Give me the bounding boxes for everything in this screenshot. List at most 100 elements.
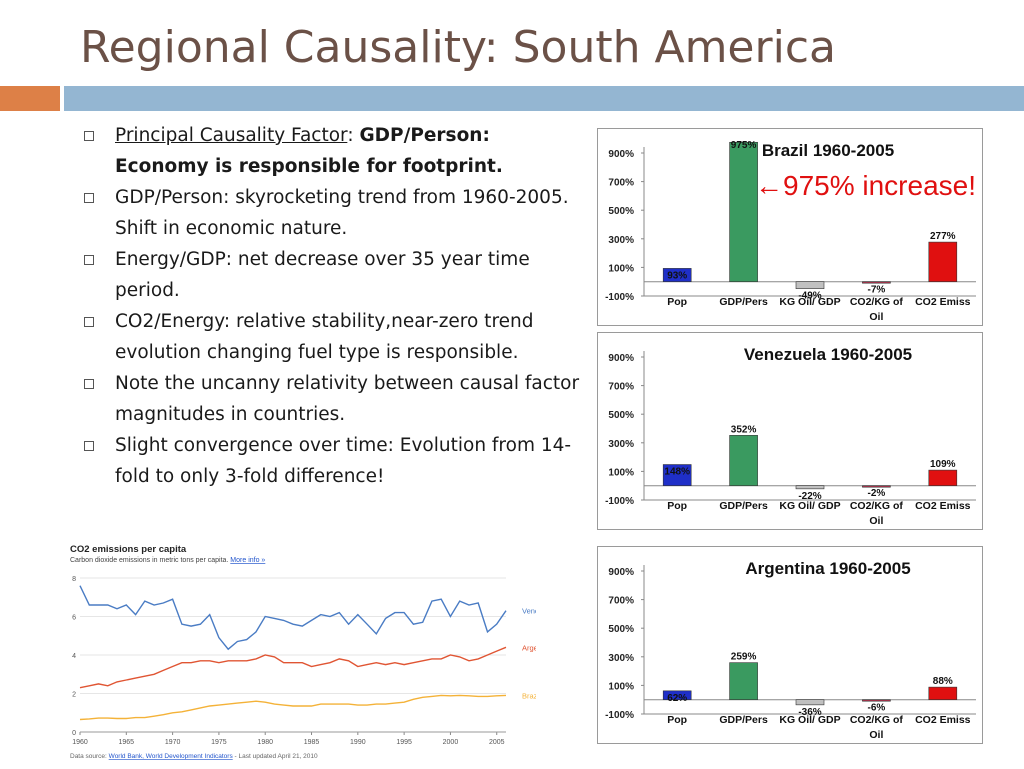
square-bullet-icon	[84, 131, 94, 141]
y-tick-label: 900%	[608, 567, 634, 578]
series-label-brazil: Brazil	[522, 691, 536, 700]
slide-title: Regional Causality: South America	[80, 22, 836, 73]
line-chart-title: CO2 emissions per capita	[70, 544, 187, 555]
y-tick-label: 100%	[608, 681, 634, 692]
y-tick-label: 500%	[608, 410, 634, 421]
y-tick-label: 2	[72, 692, 76, 699]
bar-chart-svg: 900% 700% 500% 300% 100% -100% Venezuela 1960-…	[605, 345, 976, 527]
square-bullet-icon	[84, 379, 94, 389]
x-tick-label: 1960	[72, 739, 88, 746]
data-label-pop: 62%	[667, 693, 687, 704]
series-line-venezuela	[79, 585, 507, 651]
increase-annotation: ←975% increase!	[755, 170, 976, 202]
bullet-text: Energy/GDP: net decrease over 35 year ti…	[115, 249, 530, 301]
bar-kg-oil-gdp	[795, 485, 825, 490]
data-label-co2-kg-of-oil: -2%	[868, 488, 886, 499]
bullet-item: Slight convergence over time: Evolution …	[80, 430, 580, 492]
source-suffix: - Last updated April 21, 2010	[233, 753, 318, 760]
category-label: KG Oil/ GDP	[779, 296, 840, 308]
bullet-item: Note the uncanny relativity between caus…	[80, 368, 580, 430]
data-label-co2-emiss: 277%	[930, 231, 956, 242]
x-tick-label: 2005	[489, 739, 505, 746]
chart-title: Brazil 1960-2005	[762, 141, 894, 160]
y-tick-label: 100%	[608, 263, 634, 274]
bar-gdp-pers	[729, 662, 758, 701]
bar-pop	[662, 464, 692, 486]
y-tick-label: 300%	[608, 235, 634, 246]
y-tick-label: 300%	[608, 653, 634, 664]
bar-chart-svg: 900% 700% 500% 300% 100% -100% Argentina 1960-…	[605, 559, 976, 741]
y-tick-label: 500%	[608, 206, 634, 217]
category-label: Oil	[869, 729, 883, 741]
left-arrow-icon: ←	[755, 170, 783, 201]
data-label-gdp-pers: 259%	[731, 652, 757, 663]
x-tick-label: 1990	[350, 739, 366, 746]
data-source: Data source: World Bank, World Developme…	[70, 753, 318, 760]
data-label-pop: 148%	[664, 467, 690, 478]
bullet-text: GDP/Person: skyrocketing trend from 1960…	[115, 187, 569, 239]
category-label: GDP/Pers	[719, 714, 768, 726]
category-label: KG Oil/ GDP	[779, 500, 840, 512]
category-label: GDP/Pers	[719, 296, 768, 308]
more-info-link[interactable]: More info »	[230, 557, 265, 564]
co2-line-chart: CO2 emissions per capita Carbon dioxide e…	[66, 540, 558, 765]
data-label-co2-emiss: 109%	[930, 459, 956, 470]
accent-bar-orange	[0, 86, 60, 111]
category-label: CO2 Emiss	[915, 296, 971, 308]
square-bullet-icon	[84, 193, 94, 203]
data-label-kg-oil-gdp: -49%	[798, 291, 821, 302]
category-label: Oil	[869, 515, 883, 527]
bullet-list: Principal Causality Factor: GDP/Person: …	[80, 120, 580, 492]
bar-pop	[662, 690, 692, 700]
x-tick-label: 1995	[396, 739, 412, 746]
bullet-bold: GDP/Person: Economy is responsible for f…	[115, 125, 503, 177]
bar-kg-oil-gdp	[795, 281, 825, 290]
square-bullet-icon	[84, 255, 94, 265]
x-tick-label: 2000	[443, 739, 459, 746]
bullet-item: GDP/Person: skyrocketing trend from 1960…	[80, 182, 580, 244]
bar-co2-kg-of-oil	[862, 281, 891, 284]
bar-co2-emiss	[928, 686, 958, 700]
category-label: CO2 Emiss	[915, 714, 971, 726]
bar-co2-kg-of-oil	[862, 699, 891, 702]
y-tick-label: 300%	[608, 439, 634, 450]
y-tick-label: -100%	[605, 292, 634, 303]
series-line-brazil	[79, 694, 507, 721]
data-label-kg-oil-gdp: -36%	[798, 707, 821, 718]
y-tick-label: -100%	[605, 496, 634, 507]
data-label-co2-emiss: 88%	[933, 676, 953, 687]
y-tick-label: 700%	[608, 382, 634, 393]
data-label-kg-oil-gdp: -22%	[798, 491, 821, 502]
bullet-underline: Principal Causality Factor	[115, 125, 348, 146]
category-label: Pop	[667, 296, 687, 308]
bar-chart-svg: 900% 700% 500% 300% 100% -100% Brazil 1960-200…	[605, 140, 976, 323]
y-tick-label: -100%	[605, 710, 634, 721]
bullet-text: :	[347, 125, 360, 146]
data-label-pop: 93%	[667, 270, 687, 281]
source-prefix: Data source:	[70, 753, 109, 760]
data-label-gdp-pers: 975%	[731, 140, 757, 151]
category-label: CO2/KG of	[850, 500, 904, 512]
bar-co2-emiss	[928, 241, 958, 282]
series-label-venezuela: Venezuela	[522, 607, 536, 616]
bar-co2-kg-of-oil	[862, 485, 891, 488]
source-link[interactable]: World Bank, World Development Indicators	[109, 753, 234, 760]
bar-gdp-pers	[729, 141, 758, 283]
y-tick-label: 0	[72, 730, 76, 737]
y-tick-label: 4	[72, 653, 76, 660]
y-tick-label: 500%	[608, 624, 634, 635]
square-bullet-icon	[84, 317, 94, 327]
x-tick-label: 1985	[304, 739, 320, 746]
bullet-text: CO2/Energy: relative stability,near-zero…	[115, 311, 534, 363]
subtitle-text: Carbon dioxide emissions in metric tons …	[70, 557, 230, 564]
category-label: GDP/Pers	[719, 500, 768, 512]
category-label: KG Oil/ GDP	[779, 714, 840, 726]
y-tick-label: 700%	[608, 178, 634, 189]
bullet-text: Slight convergence over time: Evolution …	[115, 435, 572, 487]
chart-venezuela: 900% 700% 500% 300% 100% -100% Venezuela 1960-…	[597, 332, 983, 530]
category-label: CO2/KG of	[850, 714, 904, 726]
bullet-item: Energy/GDP: net decrease over 35 year ti…	[80, 244, 580, 306]
accent-bar-blue	[64, 86, 1024, 111]
data-label-gdp-pers: 352%	[731, 424, 757, 435]
bullet-item: CO2/Energy: relative stability,near-zero…	[80, 306, 580, 368]
